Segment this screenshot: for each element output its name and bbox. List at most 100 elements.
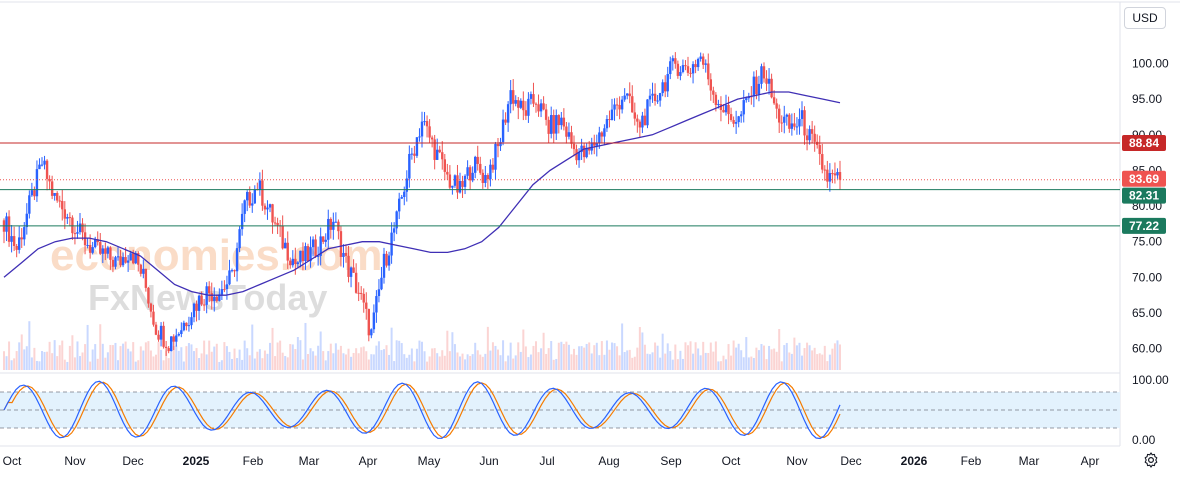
volume-bar bbox=[636, 347, 639, 370]
candle-body bbox=[15, 246, 18, 250]
candle-body bbox=[496, 143, 500, 147]
candle-body bbox=[218, 294, 221, 301]
candle-body bbox=[281, 225, 284, 249]
volume-bar bbox=[666, 343, 669, 370]
candle-body bbox=[30, 190, 34, 196]
volume-bar bbox=[360, 347, 363, 370]
volume-bar bbox=[170, 352, 173, 370]
candle-body bbox=[785, 114, 788, 117]
volume-bar bbox=[20, 334, 23, 370]
volume-bar bbox=[780, 361, 783, 370]
volume-bar bbox=[198, 358, 201, 370]
volume-bar bbox=[205, 354, 208, 370]
volume-bar bbox=[253, 358, 256, 370]
volume-bar bbox=[674, 344, 677, 370]
candle-body bbox=[45, 160, 49, 180]
time-tick-label: Feb bbox=[243, 454, 264, 468]
volume-bar bbox=[773, 348, 776, 370]
volume-bar bbox=[798, 342, 801, 370]
volume-bar bbox=[190, 344, 193, 370]
candle-body bbox=[425, 121, 429, 127]
volume-bar bbox=[517, 342, 520, 370]
candle-body bbox=[329, 218, 332, 230]
candle-body bbox=[737, 116, 740, 123]
volume-bar bbox=[172, 346, 175, 370]
volume-bar bbox=[152, 356, 155, 370]
candle-body bbox=[504, 119, 507, 123]
volume-bar bbox=[23, 349, 26, 370]
candle-body bbox=[582, 145, 586, 158]
volume-bar bbox=[542, 332, 545, 370]
volume-bar bbox=[377, 341, 380, 370]
volume-bar bbox=[730, 355, 733, 370]
candle-body bbox=[555, 115, 558, 134]
volume-bar bbox=[456, 352, 459, 370]
volume-bar bbox=[438, 356, 441, 370]
candle-body bbox=[689, 72, 692, 74]
candle-body bbox=[134, 253, 137, 264]
candle-body bbox=[319, 236, 322, 256]
volume-bar bbox=[25, 346, 28, 370]
candle-body bbox=[360, 292, 363, 294]
volume-bar bbox=[628, 349, 631, 370]
gear-icon[interactable] bbox=[1142, 451, 1160, 469]
candle-body bbox=[671, 58, 674, 62]
volume-bar bbox=[697, 348, 700, 370]
candle-body bbox=[618, 105, 621, 110]
volume-bar bbox=[778, 329, 781, 370]
volume-bar bbox=[175, 345, 178, 370]
candle-body bbox=[765, 78, 768, 84]
candle-body bbox=[200, 295, 203, 305]
candle-body bbox=[408, 153, 411, 179]
stoch-d-line bbox=[3, 381, 841, 439]
volume-bar bbox=[375, 345, 378, 370]
candle-body bbox=[805, 135, 809, 141]
currency-button[interactable]: USD bbox=[1124, 7, 1166, 29]
volume-bar bbox=[638, 327, 641, 370]
candle-body bbox=[823, 169, 826, 171]
level-tag-label: 83.69 bbox=[1129, 172, 1159, 186]
volume-bar bbox=[836, 340, 839, 370]
volume-bar bbox=[231, 358, 233, 370]
candle-body bbox=[271, 204, 274, 223]
volume-bar bbox=[101, 343, 104, 370]
candle-body bbox=[499, 142, 502, 147]
volume-bar bbox=[785, 342, 788, 370]
volume-bar bbox=[765, 359, 768, 370]
volume-bar bbox=[811, 350, 814, 370]
volume-bar bbox=[818, 353, 821, 370]
candle-body bbox=[565, 126, 568, 137]
candle-body bbox=[197, 295, 201, 311]
volume-bar bbox=[451, 332, 454, 370]
volume-bar bbox=[393, 361, 396, 370]
volume-bar bbox=[350, 356, 353, 370]
volume-bar bbox=[436, 353, 439, 370]
candle-body bbox=[296, 262, 300, 265]
candle-body bbox=[501, 119, 505, 143]
candle-body bbox=[537, 104, 540, 112]
volume-bar bbox=[512, 358, 515, 370]
volume-bar bbox=[248, 355, 251, 370]
candle-body bbox=[213, 296, 216, 301]
candle-body bbox=[443, 159, 446, 172]
candle-body bbox=[73, 233, 77, 235]
volume-bar bbox=[504, 361, 507, 370]
candle-body bbox=[562, 117, 566, 127]
candle-body bbox=[486, 175, 490, 180]
volume-bar bbox=[583, 347, 586, 370]
stoch-tick-label: 0.00 bbox=[1132, 433, 1156, 447]
candle-body bbox=[410, 153, 414, 155]
volume-bar bbox=[552, 359, 555, 370]
candle-body bbox=[248, 192, 251, 206]
volume-bar bbox=[529, 354, 532, 370]
candle-body bbox=[838, 172, 842, 180]
candle-body bbox=[506, 104, 510, 123]
volume-bar bbox=[661, 333, 664, 370]
candle-body bbox=[109, 247, 112, 260]
volume-bar bbox=[464, 359, 467, 370]
volume-bar bbox=[770, 349, 773, 370]
candle-body bbox=[195, 303, 198, 311]
candle-body bbox=[762, 66, 766, 79]
